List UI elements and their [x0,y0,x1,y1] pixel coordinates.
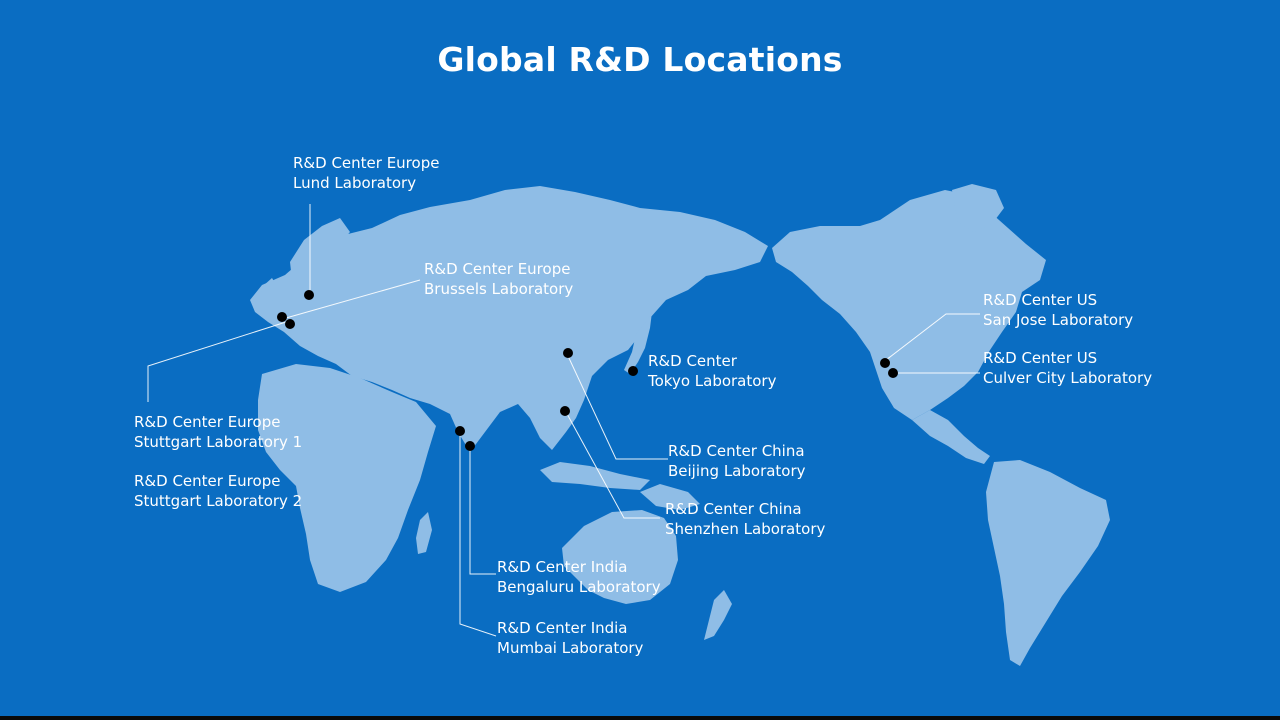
new-zealand-landmass [704,590,732,640]
label-line-2: Shenzhen Laboratory [665,519,826,538]
label-line-1: R&D Center US [983,349,1098,367]
label-line-2: San Jose Laboratory [983,310,1134,329]
label-bengaluru: R&D Center India Bengaluru Laboratory [497,558,661,597]
leader-lines [147,204,980,637]
label-line-2: Brussels Laboratory [424,279,574,298]
leader-mumbai [459,432,497,637]
label-stuttgart-1: R&D Center Europe Stuttgart Laboratory 1 [134,413,302,452]
label-line-2: Tokyo Laboratory [648,371,777,390]
label-line-1: R&D Center India [497,619,628,637]
se-asia-islands [540,462,650,490]
marker-beijing[interactable] [563,348,573,358]
leader-bengaluru [469,448,496,575]
marker-mumbai[interactable] [455,426,465,436]
bottom-bar [0,716,1280,720]
label-mumbai: R&D Center India Mumbai Laboratory [497,619,643,658]
marker-tokyo[interactable] [628,366,638,376]
new-guinea-landmass [640,484,700,510]
marker-san-jose[interactable] [880,358,890,368]
marker-shenzhen[interactable] [560,406,570,416]
label-line-1: R&D Center India [497,558,628,576]
label-brussels: R&D Center Europe Brussels Laboratory [424,260,573,299]
label-line-2: Lund Laboratory [293,173,417,192]
leader-brussels [285,279,421,319]
eurasia-landmass [250,186,768,452]
label-line-2: Bengaluru Laboratory [497,577,661,596]
greenland-landmass [952,184,1004,232]
scandinavia-landmass [290,218,350,290]
label-line-1: R&D Center China [668,442,805,460]
label-line-1: R&D Center [648,352,737,370]
label-san-jose: R&D Center US San Jose Laboratory [983,291,1133,330]
madagascar-landmass [416,512,432,554]
africa-landmass [258,364,436,592]
leader-stuttgart [147,321,287,402]
leader-beijing [567,355,668,460]
label-beijing: R&D Center China Beijing Laboratory [668,442,806,481]
label-line-2: Stuttgart Laboratory 2 [134,491,303,510]
location-markers [277,290,898,451]
label-stuttgart-2: R&D Center Europe Stuttgart Laboratory 2 [134,472,302,511]
label-line-1: R&D Center Europe [134,472,281,490]
leader-san-jose [885,313,980,361]
label-line-1: R&D Center China [665,500,802,518]
label-line-1: R&D Center US [983,291,1098,309]
marker-brussels[interactable] [277,312,287,322]
marker-lund[interactable] [304,290,314,300]
label-shenzhen: R&D Center China Shenzhen Laboratory [665,500,825,539]
central-america-landmass [912,410,990,464]
label-lund: R&D Center Europe Lund Laboratory [293,154,439,193]
label-line-1: R&D Center Europe [424,260,571,278]
marker-culver-city[interactable] [888,368,898,378]
label-line-2: Mumbai Laboratory [497,638,644,657]
north-america-landmass [772,190,1046,420]
land-masses [250,184,1110,666]
japan-landmass [624,312,652,374]
uk-landmass [260,278,278,304]
label-tokyo: R&D Center Tokyo Laboratory [648,352,776,391]
marker-stuttgart[interactable] [285,319,295,329]
south-america-landmass [986,460,1110,666]
label-line-1: R&D Center Europe [134,413,281,431]
label-line-2: Culver City Laboratory [983,368,1153,387]
australia-landmass [562,510,678,604]
leader-shenzhen [565,411,660,519]
label-line-2: Stuttgart Laboratory 1 [134,432,303,451]
marker-bengaluru[interactable] [465,441,475,451]
page-title: Global R&D Locations [437,40,843,79]
label-line-2: Beijing Laboratory [668,461,806,480]
label-culver-city: R&D Center US Culver City Laboratory [983,349,1152,388]
label-line-1: R&D Center Europe [293,154,440,172]
